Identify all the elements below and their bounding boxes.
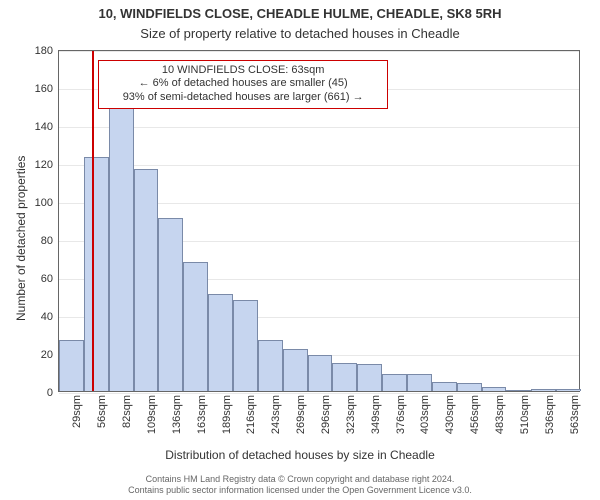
x-tick-label: 163sqm xyxy=(196,395,208,434)
histogram-bar xyxy=(233,300,258,391)
histogram-bar xyxy=(308,355,333,391)
footer-line1: Contains HM Land Registry data © Crown c… xyxy=(0,474,600,485)
x-tick-label: 189sqm xyxy=(221,395,233,434)
footer-attribution: Contains HM Land Registry data © Crown c… xyxy=(0,474,600,496)
gridline xyxy=(59,165,579,166)
x-tick-label: 136sqm xyxy=(171,395,183,434)
histogram-bar xyxy=(59,340,84,391)
histogram-bar xyxy=(258,340,283,391)
histogram-bar xyxy=(506,390,531,391)
y-tick-label: 120 xyxy=(35,159,53,171)
x-tick-label: 29sqm xyxy=(71,395,83,428)
x-tick-label: 296sqm xyxy=(320,395,332,434)
gridline xyxy=(59,393,579,394)
y-tick-label: 80 xyxy=(41,235,53,247)
gridline xyxy=(59,127,579,128)
x-tick-label: 483sqm xyxy=(494,395,506,434)
x-tick-label: 456sqm xyxy=(469,395,481,434)
histogram-bar xyxy=(158,218,183,391)
histogram-bar xyxy=(332,363,357,392)
x-tick-label: 269sqm xyxy=(295,395,307,434)
x-tick-label: 349sqm xyxy=(370,395,382,434)
x-tick-label: 56sqm xyxy=(96,395,108,428)
x-tick-label: 109sqm xyxy=(146,395,158,434)
histogram-bar xyxy=(556,389,581,391)
gridline xyxy=(59,51,579,52)
x-tick-label: 430sqm xyxy=(444,395,456,434)
y-tick-label: 60 xyxy=(41,273,53,285)
histogram-bar xyxy=(407,374,432,391)
histogram-bar xyxy=(382,374,407,391)
y-tick-label: 140 xyxy=(35,121,53,133)
y-tick-label: 180 xyxy=(35,45,53,57)
x-tick-label: 376sqm xyxy=(395,395,407,434)
annotation-line: 93% of semi-detached houses are larger (… xyxy=(105,91,381,105)
y-axis-label: Number of detached properties xyxy=(14,156,28,321)
histogram-bar xyxy=(531,389,556,391)
x-tick-label: 216sqm xyxy=(245,395,257,434)
y-tick-label: 0 xyxy=(47,387,53,399)
y-tick-label: 100 xyxy=(35,197,53,209)
annotation-line: 10 WINDFIELDS CLOSE: 63sqm xyxy=(105,64,381,78)
footer-line2: Contains public sector information licen… xyxy=(0,485,600,496)
y-tick-label: 20 xyxy=(41,349,53,361)
histogram-bar xyxy=(84,157,109,391)
x-tick-label: 243sqm xyxy=(270,395,282,434)
x-tick-label: 403sqm xyxy=(419,395,431,434)
histogram-bar xyxy=(283,349,308,391)
histogram-bar xyxy=(432,382,457,392)
chart-title-line2: Size of property relative to detached ho… xyxy=(0,26,600,41)
x-tick-label: 563sqm xyxy=(569,395,581,434)
x-tick-label: 82sqm xyxy=(121,395,133,428)
x-axis-label: Distribution of detached houses by size … xyxy=(0,448,600,462)
histogram-bar xyxy=(482,387,507,391)
histogram-bar xyxy=(183,262,208,391)
x-tick-label: 536sqm xyxy=(544,395,556,434)
histogram-bar xyxy=(134,169,159,391)
y-tick-label: 160 xyxy=(35,83,53,95)
plot-area: 02040608010012014016018029sqm56sqm82sqm1… xyxy=(58,50,580,392)
x-tick-label: 323sqm xyxy=(345,395,357,434)
histogram-bar xyxy=(109,87,134,391)
histogram-bar xyxy=(208,294,233,391)
property-marker-line xyxy=(92,51,94,391)
chart-container: 10, WINDFIELDS CLOSE, CHEADLE HULME, CHE… xyxy=(0,0,600,500)
annotation-box: 10 WINDFIELDS CLOSE: 63sqm← 6% of detach… xyxy=(98,60,388,109)
y-tick-label: 40 xyxy=(41,311,53,323)
histogram-bar xyxy=(457,383,482,391)
annotation-line: ← 6% of detached houses are smaller (45) xyxy=(105,77,381,91)
x-tick-label: 510sqm xyxy=(519,395,531,434)
chart-title-line1: 10, WINDFIELDS CLOSE, CHEADLE HULME, CHE… xyxy=(0,6,600,21)
histogram-bar xyxy=(357,364,382,391)
